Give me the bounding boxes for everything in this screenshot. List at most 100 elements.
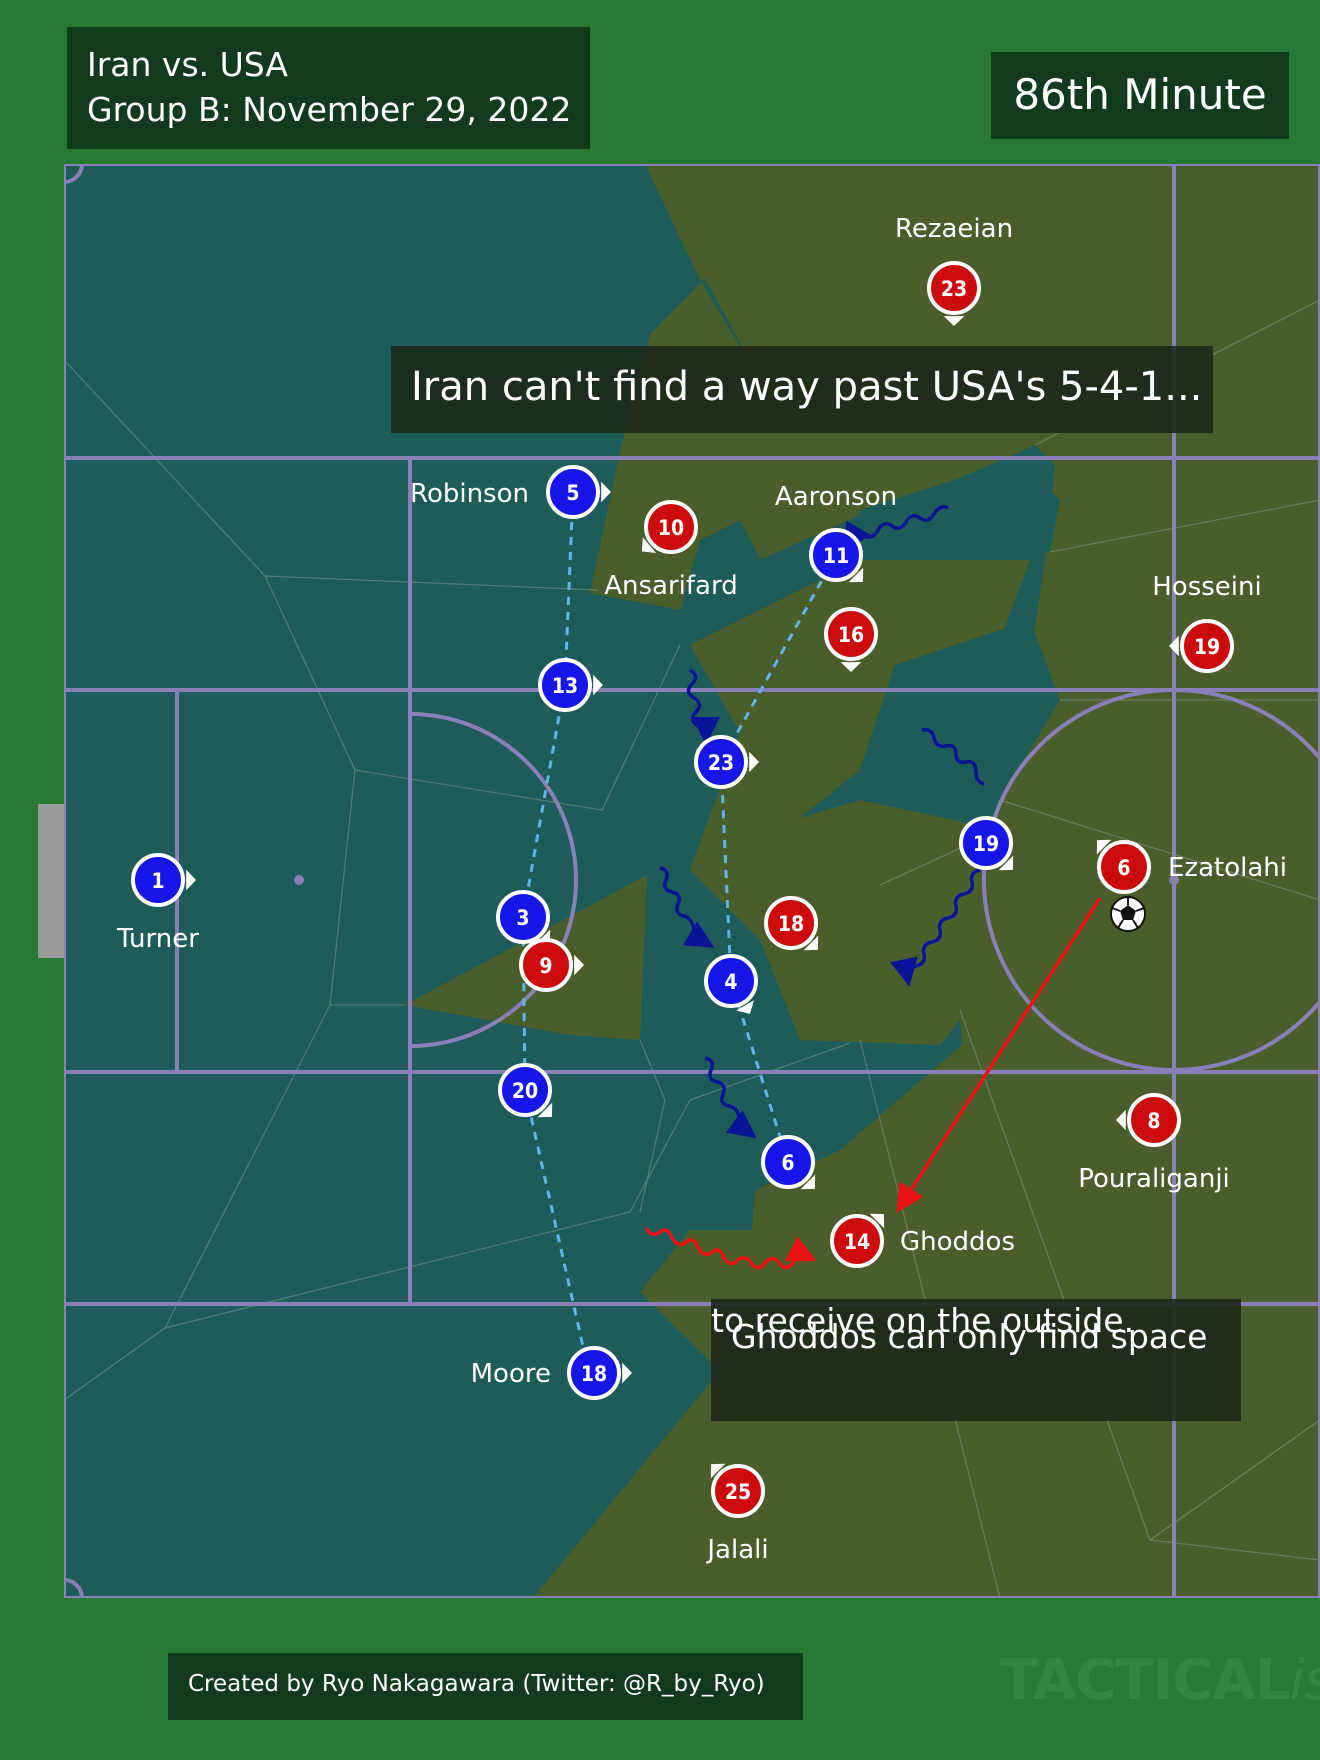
run-arrow-aaronson (844, 505, 949, 553)
annotation-top: Iran can't find a way past USA's 5-4-1..… (391, 346, 1213, 433)
facing-arrow (1116, 1109, 1126, 1131)
iran-player-6: 6 Ezatolahi (1096, 839, 1287, 894)
player-marker (1180, 619, 1234, 673)
player-number: 13 (552, 674, 578, 698)
annotation-bottom-line1: Ghoddos can only find space (731, 1317, 1208, 1356)
player-number: 8 (1147, 1109, 1160, 1133)
match-title: Iran vs. USA (87, 45, 288, 84)
facing-arrow (601, 481, 611, 503)
facing-arrow (943, 316, 965, 326)
player-name: Ghoddos (900, 1227, 1015, 1257)
player-number: 19 (973, 832, 999, 856)
player-name: Jalali (705, 1535, 768, 1565)
facing-arrow (840, 662, 862, 672)
player-name: Pouraliganji (1078, 1164, 1230, 1194)
usa-player-1: 1 Turner (116, 853, 199, 954)
minute-box: 86th Minute (991, 52, 1289, 139)
player-number: 10 (658, 516, 684, 540)
facing-arrow (998, 855, 1014, 871)
player-number: 18 (778, 912, 804, 936)
facing-arrow (537, 1102, 553, 1118)
player-marker (959, 816, 1013, 870)
player-marker (644, 500, 698, 554)
player-number: 1 (151, 869, 164, 893)
player-number: 6 (1117, 856, 1130, 880)
usa-player-11: 11 Aaronson (775, 482, 897, 583)
player-marker (761, 1135, 815, 1189)
run-arrow-23 (686, 668, 720, 745)
pass-arrow (896, 897, 1102, 1213)
run-arrow-19-down (890, 868, 981, 987)
usa-player-6: 6 (761, 1135, 816, 1190)
player-marker (830, 1214, 884, 1268)
run-arrow-ghoddos (644, 1227, 817, 1270)
iran-player-23: 23 Rezaeian (895, 214, 1013, 326)
facing-arrow (869, 1213, 885, 1229)
usa-player-23: 23 (694, 735, 759, 789)
player-marker (694, 735, 748, 789)
annotation-bottom: Ghoddos can only find space to receive o… (711, 1299, 1241, 1421)
player-name: Hosseini (1152, 572, 1261, 602)
players-layer: 1 Turner 5 Robinson 13 3 20 18 Moore 11 Aaronson 23… (116, 214, 1287, 1565)
player-number: 5 (566, 481, 579, 505)
player-number: 23 (941, 277, 967, 301)
player-number: 20 (512, 1079, 538, 1103)
run-arrow-4 (659, 866, 715, 948)
player-number: 11 (823, 544, 849, 568)
iran-player-10: 10 Ansarifard (604, 500, 738, 601)
facing-arrow (800, 1174, 816, 1190)
facing-arrow (710, 1463, 726, 1479)
facing-arrow (1169, 635, 1179, 657)
iran-player-18: 18 (764, 896, 819, 951)
player-number: 18 (581, 1362, 607, 1386)
player-name: Rezaeian (895, 214, 1013, 244)
player-marker (704, 954, 758, 1008)
goal (38, 804, 64, 958)
player-marker (1097, 840, 1151, 894)
usa-player-5: 5 Robinson (410, 465, 611, 519)
player-name: Aaronson (775, 482, 897, 512)
player-number: 14 (844, 1230, 870, 1254)
player-marker (927, 261, 981, 315)
player-marker (1127, 1093, 1181, 1147)
player-number: 25 (725, 1480, 751, 1504)
annotation-bottom-line2: to receive on the outside. (711, 1301, 1135, 1340)
facing-arrow (848, 567, 864, 583)
player-number: 16 (838, 623, 864, 647)
usa-player-18: 18 Moore (471, 1346, 632, 1400)
usa-shape-links (521, 491, 838, 1374)
player-marker (546, 465, 600, 519)
facing-arrow (593, 674, 603, 696)
player-marker (567, 1346, 621, 1400)
player-name: Ezatolahi (1168, 853, 1287, 883)
center-spot (1169, 875, 1179, 885)
minute-label: 86th Minute (1013, 70, 1267, 119)
run-arrows (644, 505, 985, 1270)
usa-player-19: 19 (959, 816, 1014, 871)
facing-arrow (1096, 839, 1112, 855)
player-name: Robinson (410, 479, 529, 509)
facing-arrow (641, 537, 657, 553)
player-number: 3 (516, 906, 529, 930)
facing-arrow (749, 751, 759, 773)
player-number: 4 (724, 970, 737, 994)
player-name: Moore (471, 1359, 551, 1389)
usa-player-20: 20 (498, 1063, 553, 1118)
player-number: 23 (708, 751, 734, 775)
player-marker (824, 607, 878, 661)
player-marker (131, 853, 185, 907)
player-name: Ansarifard (604, 571, 737, 601)
player-marker (764, 896, 818, 950)
player-marker (538, 658, 592, 712)
iran-player-16: 16 (824, 607, 878, 672)
match-subtitle: Group B: November 29, 2022 (87, 90, 572, 129)
run-arrow-19-up (921, 727, 985, 786)
iran-player-25: 25 Jalali (705, 1463, 769, 1565)
iran-player-14: 14 Ghoddos (830, 1213, 1015, 1268)
penalty-spot (294, 875, 304, 885)
player-marker (809, 528, 863, 582)
usa-player-4: 4 (704, 954, 758, 1014)
iran-player-19: 19 Hosseini (1152, 572, 1262, 673)
credit-text: Created by Ryo Nakagawara (Twitter: @R_b… (188, 1671, 765, 1697)
watermark: TACTICALista (1000, 1648, 1320, 1713)
